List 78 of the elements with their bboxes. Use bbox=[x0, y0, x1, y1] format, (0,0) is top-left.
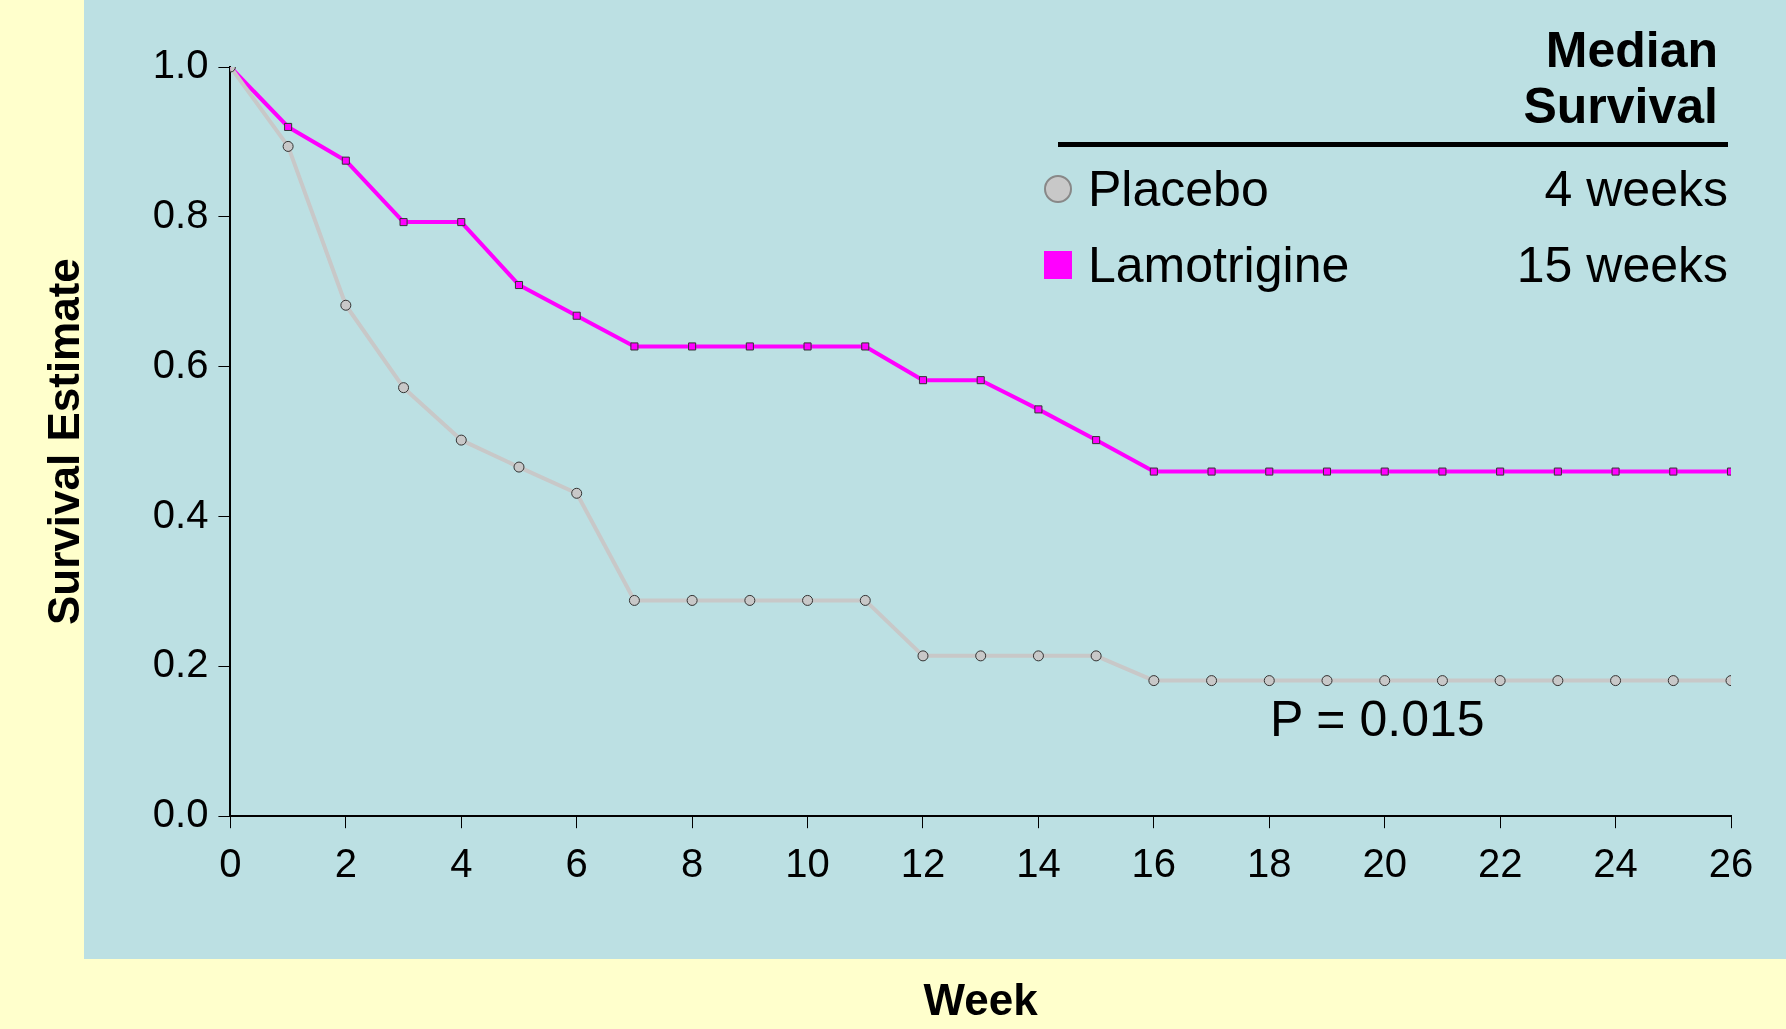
point bbox=[1494, 675, 1506, 687]
point bbox=[1265, 467, 1274, 476]
point bbox=[513, 461, 525, 473]
point bbox=[1436, 675, 1448, 687]
point bbox=[398, 382, 410, 394]
point bbox=[802, 594, 814, 606]
point bbox=[1380, 467, 1389, 476]
point bbox=[918, 376, 928, 385]
point bbox=[975, 650, 987, 662]
point bbox=[859, 594, 871, 606]
point bbox=[1552, 675, 1564, 687]
point bbox=[1263, 675, 1275, 687]
point bbox=[1207, 467, 1216, 476]
annotation: 4 weeks bbox=[1543, 160, 1728, 218]
x-tick-label: 18 bbox=[1247, 841, 1292, 886]
x-tick-label: 10 bbox=[785, 841, 830, 886]
x-tick-label: 26 bbox=[1708, 841, 1754, 886]
point bbox=[1090, 650, 1102, 662]
point bbox=[744, 594, 756, 606]
x-tick-label: 22 bbox=[1477, 841, 1523, 886]
point bbox=[1438, 467, 1447, 476]
x-tick-label: 4 bbox=[450, 841, 473, 886]
point bbox=[1321, 675, 1333, 687]
point bbox=[1379, 675, 1391, 687]
point bbox=[803, 342, 812, 351]
point bbox=[1610, 675, 1622, 687]
x-tick-label: 24 bbox=[1593, 841, 1638, 886]
point bbox=[917, 650, 929, 662]
point bbox=[514, 280, 524, 290]
point bbox=[1092, 436, 1101, 445]
y-tick-label: 1.0 bbox=[152, 42, 209, 87]
point bbox=[1032, 650, 1044, 662]
x-tick-label: 8 bbox=[681, 841, 704, 886]
legend-label: Lamotrigine bbox=[1088, 236, 1351, 294]
x-tick-label: 16 bbox=[1131, 841, 1177, 886]
point bbox=[457, 218, 466, 227]
point bbox=[284, 122, 293, 131]
point bbox=[1496, 467, 1505, 476]
point bbox=[1206, 675, 1218, 687]
point bbox=[340, 299, 352, 311]
y-tick-label: 0.4 bbox=[152, 491, 209, 536]
point bbox=[688, 342, 697, 351]
x-axis-title: Week bbox=[923, 974, 1039, 1024]
legend-title: Median Survival bbox=[1058, 22, 1728, 147]
point bbox=[976, 376, 985, 385]
x-tick-label: 14 bbox=[1016, 841, 1061, 886]
x-tick-label: 6 bbox=[565, 841, 588, 886]
point bbox=[686, 594, 698, 606]
point bbox=[1669, 467, 1678, 476]
annotation: P = 0.015 bbox=[1270, 690, 1485, 748]
point bbox=[630, 342, 639, 351]
point bbox=[399, 218, 408, 227]
point bbox=[861, 342, 870, 351]
point bbox=[1034, 405, 1043, 414]
y-tick-label: 0.6 bbox=[152, 341, 209, 386]
point bbox=[1322, 467, 1332, 476]
point bbox=[1553, 467, 1562, 476]
x-tick-label: 20 bbox=[1362, 841, 1407, 886]
x-tick-label: 12 bbox=[900, 841, 946, 886]
point bbox=[571, 487, 583, 499]
point bbox=[1667, 675, 1679, 687]
point bbox=[745, 342, 754, 351]
y-axis-title: Survival Estimate bbox=[38, 258, 88, 626]
annotation: 15 weeks bbox=[1515, 236, 1728, 294]
point bbox=[1148, 675, 1160, 687]
point bbox=[572, 311, 581, 320]
x-tick-label: 2 bbox=[334, 841, 357, 886]
point bbox=[1611, 467, 1620, 476]
point bbox=[341, 156, 350, 165]
point bbox=[282, 140, 294, 152]
point bbox=[455, 434, 467, 446]
y-tick-label: 0.0 bbox=[152, 791, 209, 836]
legend-label: Placebo bbox=[1088, 160, 1270, 218]
x-tick-label: 0 bbox=[219, 841, 242, 886]
y-tick-label: 0.2 bbox=[152, 641, 209, 686]
y-tick-label: 0.8 bbox=[152, 191, 209, 236]
point bbox=[628, 594, 640, 606]
point bbox=[1149, 467, 1158, 476]
